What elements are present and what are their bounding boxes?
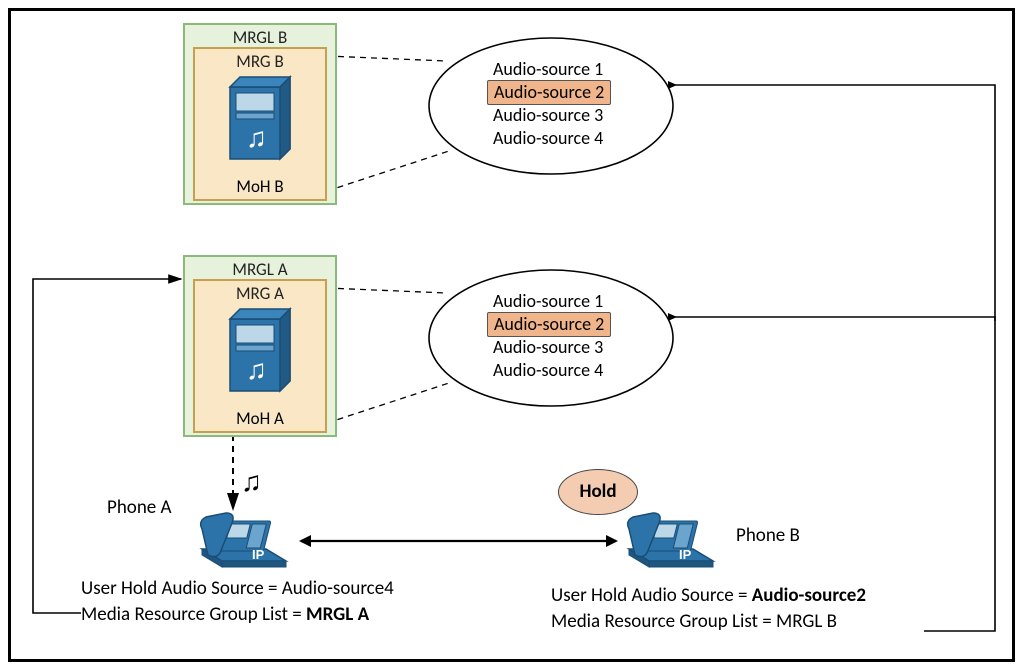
config-b-line1-val: Audio-source2 xyxy=(752,584,866,607)
mrgl-b-title: MRGL B xyxy=(185,25,335,48)
mrgl-a-title: MRGL A xyxy=(185,257,335,280)
config-a-line2-pre: Media Resource Group List = xyxy=(81,603,306,626)
audio-source-item: Audio-source 2 xyxy=(487,312,611,337)
audio-source-item: Audio-source 2 xyxy=(487,80,611,105)
server-a-icon: ♫ xyxy=(218,303,302,399)
svg-text:♫: ♫ xyxy=(246,122,267,153)
config-b-line2-val: MRGL B xyxy=(776,610,837,633)
audio-source-item: Audio-source 3 xyxy=(487,104,611,127)
phone-b-label: Phone B xyxy=(736,524,800,547)
server-b-icon: ♫ xyxy=(218,71,302,167)
config-a-text: User Hold Audio Source = Audio-source4 M… xyxy=(81,576,394,628)
moh-b-label: MoH B xyxy=(195,176,325,197)
config-a-line1-pre: User Hold Audio Source = xyxy=(81,577,282,600)
config-b-text: User Hold Audio Source = Audio-source2 M… xyxy=(551,583,866,635)
mrg-a-title: MRG A xyxy=(195,281,325,304)
audio-source-list-bottom: Audio-source 1Audio-source 2Audio-source… xyxy=(487,290,611,382)
audio-source-item: Audio-source 1 xyxy=(487,58,611,81)
moh-a-label: MoH A xyxy=(195,408,325,429)
audio-source-item: Audio-source 3 xyxy=(487,336,611,359)
config-b-line1-pre: User Hold Audio Source = xyxy=(551,584,752,607)
audio-source-list-top: Audio-source 1Audio-source 2Audio-source… xyxy=(487,58,611,150)
audio-source-item: Audio-source 4 xyxy=(487,127,611,150)
phone-b-icon: IP xyxy=(623,509,723,569)
audio-source-item: Audio-source 1 xyxy=(487,290,611,313)
svg-text:IP: IP xyxy=(252,547,265,562)
svg-text:♫: ♫ xyxy=(246,354,267,385)
music-note-icon: ♫ xyxy=(241,464,262,499)
config-a-line1-val: Audio-source4 xyxy=(282,577,394,600)
phone-a-label: Phone A xyxy=(107,496,172,519)
config-a-line2-val: MRGL A xyxy=(306,603,369,626)
audio-source-item: Audio-source 4 xyxy=(487,359,611,382)
phone-a-icon: IP xyxy=(196,509,296,569)
mrg-b-title: MRG B xyxy=(195,49,325,72)
config-b-line2-pre: Media Resource Group List = xyxy=(551,610,776,633)
diagram-frame: MRGL B MRG B MoH B ♫ MRGL A MRG A MoH A … xyxy=(8,8,1015,662)
svg-text:IP: IP xyxy=(679,547,692,562)
